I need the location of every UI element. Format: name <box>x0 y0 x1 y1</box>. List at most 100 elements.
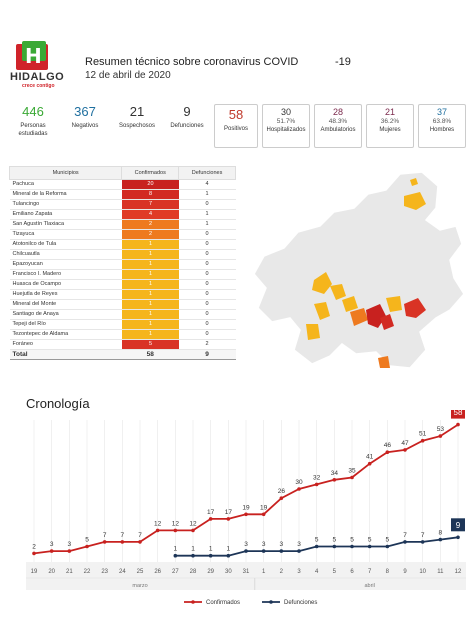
data-label: 2 <box>32 543 36 550</box>
x-tick-label: 1 <box>262 569 266 575</box>
stat-label: Hospitalizados <box>266 127 306 133</box>
x-tick-label: 6 <box>350 569 354 575</box>
table-row: Francisco I. Madero 1 0 <box>9 269 236 280</box>
data-point <box>67 549 72 553</box>
stat-value: 37 <box>436 107 447 117</box>
data-point <box>420 540 425 544</box>
stat-label: Sospechosos <box>118 123 156 129</box>
data-point <box>438 537 443 542</box>
region-tepeji <box>306 324 320 340</box>
data-label: 5 <box>333 537 337 544</box>
data-point <box>85 544 89 549</box>
total-defunciones: 9 <box>178 349 236 360</box>
x-tick-label: 10 <box>419 569 426 575</box>
data-label: 5 <box>350 537 354 544</box>
data-point <box>244 512 248 517</box>
data-label: 1 <box>227 546 231 553</box>
state-outline <box>253 171 465 369</box>
row-defunciones: 1 <box>178 209 236 220</box>
data-label: 35 <box>348 468 356 475</box>
stat-value: 21 <box>129 104 145 119</box>
data-label: 5 <box>368 537 372 544</box>
row-defunciones: 0 <box>178 289 236 300</box>
region-west-1 <box>312 272 332 294</box>
data-point <box>420 438 425 443</box>
data-point <box>438 434 443 438</box>
data-label: 46 <box>384 442 392 449</box>
data-point <box>261 512 266 517</box>
data-label: 26 <box>278 488 286 495</box>
row-confirmados: 1 <box>121 239 179 250</box>
data-point <box>314 544 319 549</box>
data-point <box>208 553 213 558</box>
data-point <box>279 496 284 500</box>
data-label: 7 <box>421 532 425 539</box>
data-label: 7 <box>121 532 125 539</box>
region-tizayuca <box>378 356 390 368</box>
stat-percent: 63.8% <box>432 118 452 125</box>
table-row: Tulancingo 7 0 <box>9 199 236 210</box>
data-label: 41 <box>366 454 374 461</box>
data-label: 8 <box>439 530 443 537</box>
data-label: 12 <box>154 520 162 527</box>
x-tick-label: 26 <box>154 569 161 575</box>
x-tick-label: 8 <box>386 569 390 575</box>
last-value-box <box>451 410 465 419</box>
x-tick-label: 27 <box>172 569 179 575</box>
legend-label: Confirmados <box>206 600 240 606</box>
row-defunciones: 1 <box>178 189 236 200</box>
stat-hombres: 37 63.8% Hombres <box>418 104 466 148</box>
table-row: Pachuca 20 4 <box>9 179 236 190</box>
data-label: 1 <box>209 546 213 553</box>
data-point <box>403 448 407 452</box>
cronologia-chart: 19 20 21 22 23 24 25 26 27 28 29 30 31 1 2 3 4 5 6 7 8 9 10 11 1… <box>26 410 466 606</box>
region-small-north <box>410 178 418 186</box>
row-defunciones: 0 <box>178 229 236 240</box>
data-point <box>332 544 337 549</box>
row-municipio: San Agustín Tlaxiaca <box>9 219 122 230</box>
data-label: 51 <box>419 431 427 438</box>
data-label: 7 <box>103 532 107 539</box>
data-point <box>261 549 266 553</box>
region-west-2 <box>330 284 346 300</box>
data-point <box>226 553 231 558</box>
row-municipio: Atotonilco de Tula <box>9 239 122 250</box>
table-row: Tizayuca 2 0 <box>9 229 236 240</box>
logo-subtitle: crece contigo <box>22 83 55 89</box>
stat-label: Personas estudiadas <box>18 123 48 137</box>
row-defunciones: 0 <box>178 199 236 210</box>
data-label: 7 <box>138 532 142 539</box>
data-label: 3 <box>262 541 266 548</box>
data-point <box>191 528 195 533</box>
row-defunciones: 0 <box>178 259 236 270</box>
row-defunciones: 1 <box>178 219 236 230</box>
stat-value: 9 <box>183 104 191 119</box>
stat-label: Positivos <box>223 126 248 132</box>
table-row: Santiago de Anaya 1 0 <box>9 309 236 320</box>
hidalgo-logo: H <box>16 41 48 70</box>
row-municipio: Mineral del Monte <box>9 299 122 310</box>
logo-text: HIDALGO <box>10 71 65 83</box>
row-municipio: Epazoyucan <box>9 259 122 270</box>
data-label: 3 <box>280 541 284 548</box>
stat-value: 58 <box>228 107 244 122</box>
data-label: 3 <box>244 541 248 548</box>
region-huasca <box>386 296 402 312</box>
legend-marker <box>269 600 273 604</box>
data-label: 58 <box>454 410 463 417</box>
stat-personas: 446 Personas estudiadas <box>8 104 58 154</box>
data-point <box>226 517 231 521</box>
data-point <box>350 544 354 549</box>
x-tick-label: 11 <box>437 569 444 575</box>
row-confirmados: 1 <box>121 329 179 340</box>
data-label: 30 <box>295 479 303 486</box>
row-defunciones: 4 <box>178 179 236 190</box>
data-point <box>102 540 107 544</box>
stat-negativos: 367 Negativos <box>60 104 110 154</box>
report-date: 12 de abril de 2020 <box>85 70 171 81</box>
table-row: Atotonilco de Tula 1 0 <box>9 239 236 250</box>
last-value-box <box>451 518 465 532</box>
data-label: 34 <box>331 470 339 477</box>
data-label: 5 <box>386 537 390 544</box>
x-tick-label: 7 <box>368 569 372 575</box>
